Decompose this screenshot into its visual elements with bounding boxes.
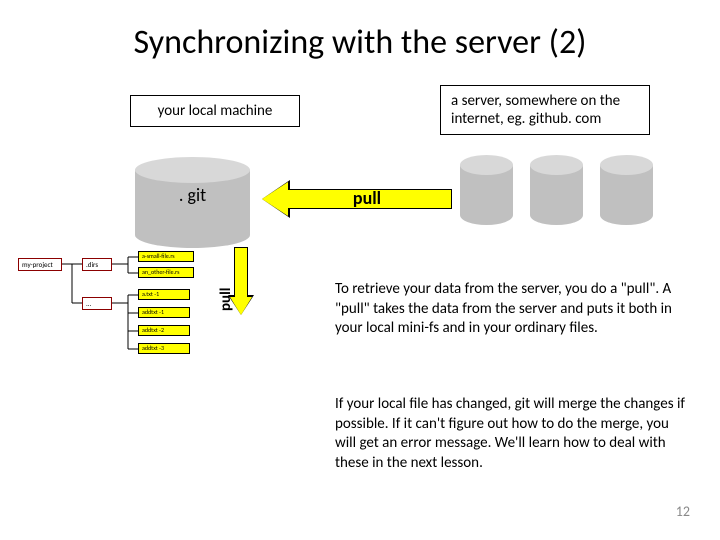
pull-label-horizontal: pull [282,187,452,209]
slide-title: Synchronizing with the server (2) [0,0,720,63]
page-number: 12 [676,503,690,520]
tree-file: addtxt -1 [138,307,190,318]
tree-folder: ... [82,297,112,310]
pull-label-vertical: pull [217,288,235,311]
tree-file: addtxt -3 [138,343,190,354]
server-cylinder-2 [530,165,583,215]
tree-file: a-small-file.rs [138,251,194,262]
tree-file: an_other-file.rs [138,267,194,278]
tree-file: addtxt -2 [138,325,190,336]
local-machine-label: your local machine [130,95,300,127]
tree-root: my-project [18,258,62,271]
paragraph-1: To retrieve your data from the server, y… [335,280,675,339]
server-cylinder-3 [600,165,653,215]
tree-folder: .dirs [82,258,112,271]
tree-file: a.txt -1 [138,289,190,300]
server-label: a server, somewhere on the internet, eg.… [440,85,650,135]
paragraph-2: If your local file has changed, git will… [335,395,685,473]
server-cylinder-1 [460,165,513,215]
git-label: . git [135,184,250,206]
